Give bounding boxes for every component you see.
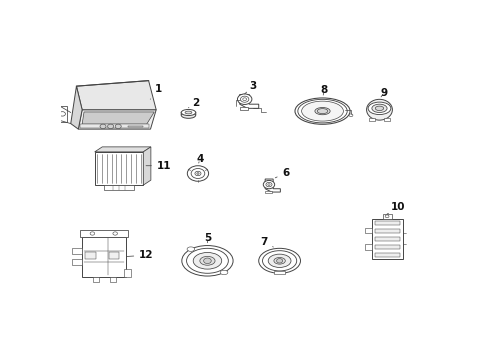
Ellipse shape	[375, 106, 384, 111]
Polygon shape	[143, 147, 151, 185]
Bar	[93, 277, 99, 282]
Text: 6: 6	[275, 168, 290, 178]
Circle shape	[243, 98, 246, 100]
Bar	[123, 269, 131, 277]
Bar	[82, 237, 125, 277]
Ellipse shape	[187, 247, 195, 251]
Ellipse shape	[200, 256, 215, 265]
Polygon shape	[82, 112, 154, 124]
Bar	[383, 214, 392, 219]
Text: 10: 10	[387, 202, 406, 214]
Bar	[384, 118, 390, 121]
Ellipse shape	[181, 109, 196, 116]
Bar	[73, 259, 82, 265]
Polygon shape	[95, 147, 151, 152]
Bar	[104, 185, 134, 190]
Circle shape	[108, 124, 114, 129]
Bar	[374, 221, 400, 225]
Bar	[365, 244, 371, 250]
Text: 5: 5	[204, 233, 211, 243]
Circle shape	[276, 258, 283, 263]
Circle shape	[195, 171, 201, 176]
Circle shape	[115, 124, 121, 129]
Ellipse shape	[182, 246, 233, 276]
Text: 7: 7	[260, 237, 273, 247]
Ellipse shape	[372, 104, 387, 112]
Polygon shape	[78, 110, 156, 129]
Bar	[109, 252, 119, 260]
Circle shape	[263, 180, 275, 189]
Circle shape	[100, 124, 106, 129]
Ellipse shape	[181, 112, 196, 118]
Text: 11: 11	[146, 161, 171, 171]
Bar	[80, 230, 127, 237]
Circle shape	[191, 168, 205, 179]
Polygon shape	[76, 81, 156, 110]
Circle shape	[266, 183, 272, 187]
Ellipse shape	[298, 99, 347, 123]
Text: 1: 1	[150, 84, 162, 99]
Polygon shape	[71, 86, 82, 129]
Text: 12: 12	[126, 250, 154, 260]
Text: 8: 8	[321, 85, 328, 95]
Circle shape	[349, 114, 353, 117]
Bar	[374, 253, 400, 257]
Circle shape	[385, 215, 389, 218]
Bar	[73, 248, 82, 254]
Ellipse shape	[315, 108, 330, 115]
Circle shape	[241, 96, 249, 102]
Bar	[110, 277, 116, 282]
Circle shape	[90, 232, 95, 235]
Circle shape	[197, 173, 199, 174]
Polygon shape	[80, 124, 148, 128]
Text: 2: 2	[189, 98, 199, 108]
Circle shape	[59, 112, 66, 116]
Ellipse shape	[263, 251, 297, 271]
Ellipse shape	[187, 248, 228, 273]
Ellipse shape	[302, 101, 343, 121]
Bar	[371, 219, 403, 259]
Ellipse shape	[367, 99, 392, 120]
Ellipse shape	[220, 270, 228, 275]
Ellipse shape	[259, 248, 300, 273]
Ellipse shape	[368, 102, 391, 114]
Bar	[95, 152, 143, 185]
Bar	[365, 228, 371, 233]
Bar	[274, 271, 285, 274]
Bar	[240, 107, 248, 110]
Bar	[369, 118, 375, 121]
Text: 4: 4	[196, 154, 203, 164]
Bar	[265, 191, 272, 193]
Ellipse shape	[185, 111, 192, 114]
Bar	[128, 126, 143, 127]
Text: 9: 9	[380, 87, 388, 98]
Ellipse shape	[295, 98, 350, 124]
Circle shape	[204, 258, 211, 264]
Circle shape	[268, 184, 270, 185]
Bar	[374, 237, 400, 240]
Polygon shape	[240, 94, 259, 108]
Bar	[374, 229, 400, 233]
Ellipse shape	[193, 252, 221, 269]
Polygon shape	[265, 179, 280, 192]
Bar	[85, 252, 96, 260]
Text: 3: 3	[245, 81, 257, 94]
Bar	[57, 105, 67, 122]
Circle shape	[113, 232, 118, 235]
Ellipse shape	[274, 257, 285, 264]
Circle shape	[238, 94, 252, 104]
Ellipse shape	[268, 254, 291, 267]
Circle shape	[187, 166, 209, 181]
Bar	[374, 245, 400, 248]
Ellipse shape	[317, 109, 328, 114]
